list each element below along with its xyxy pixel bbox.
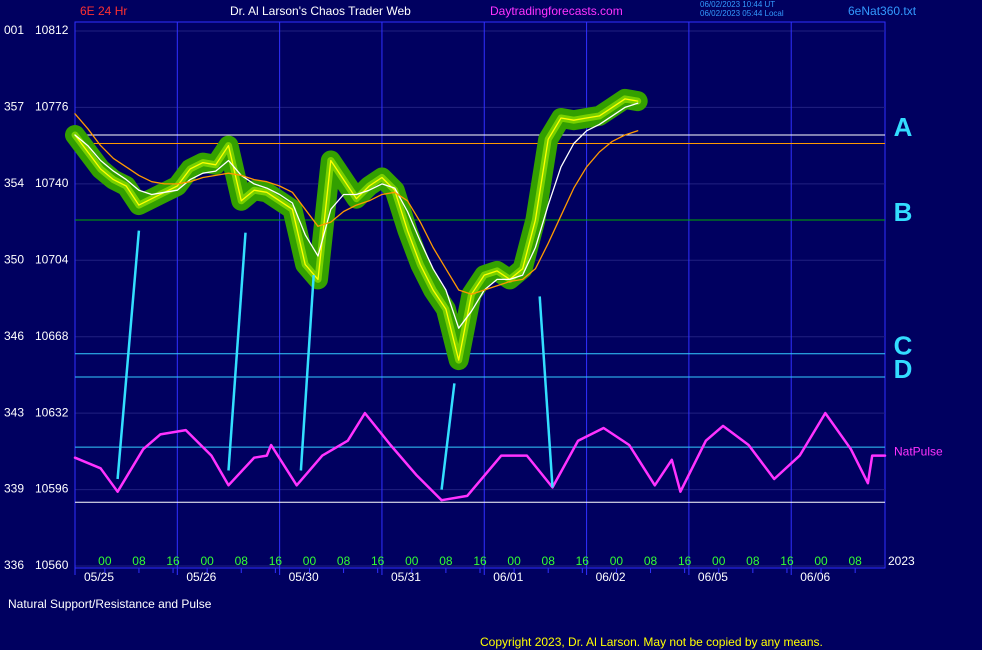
y-tick-label: 10632 — [35, 405, 69, 419]
degree-label: 354 — [4, 176, 24, 190]
x-tick-label: 06/06 — [800, 570, 830, 584]
hour-tick-label: 08 — [337, 554, 351, 568]
y-tick-label: 10812 — [35, 23, 69, 37]
hour-tick-label: 16 — [678, 554, 692, 568]
hour-tick-label: 16 — [269, 554, 283, 568]
hour-tick-label: 16 — [576, 554, 590, 568]
hour-tick-label: 08 — [132, 554, 146, 568]
hour-tick-label: 08 — [439, 554, 453, 568]
year-label: 2023 — [888, 554, 915, 568]
caption: Natural Support/Resistance and Pulse — [8, 597, 212, 611]
timestamp-local: 06/02/2023 05:44 Local — [700, 9, 784, 18]
degree-label: 336 — [4, 558, 24, 572]
connector — [116, 230, 141, 480]
timestamp-ut: 06/02/2023 10:44 UT — [700, 0, 775, 9]
x-tick-label: 06/02 — [596, 570, 626, 584]
y-tick-label: 10704 — [35, 252, 69, 266]
x-tick-label: 05/26 — [186, 570, 216, 584]
legend-label: NatPulse — [894, 444, 943, 458]
level-label: C — [894, 331, 913, 361]
x-tick-label: 06/05 — [698, 570, 728, 584]
degree-label: 357 — [4, 100, 24, 114]
hour-tick-label: 00 — [507, 554, 521, 568]
level-label: D — [894, 354, 913, 384]
hour-tick-label: 08 — [746, 554, 760, 568]
y-tick-label: 10560 — [35, 558, 69, 572]
degree-label: 350 — [4, 252, 24, 266]
connector — [440, 383, 456, 490]
hour-tick-label: 00 — [303, 554, 317, 568]
connector — [538, 296, 554, 488]
x-tick-label: 05/25 — [84, 570, 114, 584]
pulse-line — [73, 411, 887, 502]
level-label: A — [894, 112, 913, 142]
y-tick-label: 10740 — [35, 176, 69, 190]
x-tick-label: 05/31 — [391, 570, 421, 584]
copyright: Copyright 2023, Dr. Al Larson. May not b… — [480, 635, 823, 649]
y-tick-label: 10596 — [35, 482, 69, 496]
hour-tick-label: 16 — [780, 554, 794, 568]
hour-tick-label: 00 — [200, 554, 214, 568]
price-line — [74, 102, 639, 329]
symbol: 6E 24 Hr — [80, 4, 127, 18]
hour-tick-label: 16 — [166, 554, 180, 568]
file-name: 6eNat360.txt — [848, 4, 917, 18]
hour-tick-label: 08 — [644, 554, 658, 568]
x-tick-label: 06/01 — [493, 570, 523, 584]
hour-tick-label: 00 — [712, 554, 726, 568]
hour-tick-label: 16 — [371, 554, 385, 568]
website: Daytradingforecasts.com — [490, 4, 623, 18]
hour-tick-label: 08 — [235, 554, 249, 568]
hour-tick-label: 00 — [405, 554, 419, 568]
degree-label: 343 — [4, 405, 24, 419]
x-tick-label: 05/30 — [289, 570, 319, 584]
hour-tick-label: 08 — [542, 554, 556, 568]
hour-tick-label: 00 — [98, 554, 112, 568]
connector — [227, 232, 247, 471]
degree-label: 346 — [4, 329, 24, 343]
level-label: B — [894, 197, 913, 227]
degree-label: 339 — [4, 482, 24, 496]
connector — [299, 275, 315, 471]
degree-label: 001 — [4, 23, 24, 37]
site-title: Dr. Al Larson's Chaos Trader Web — [230, 4, 411, 18]
hour-tick-label: 00 — [814, 554, 828, 568]
hour-tick-label: 08 — [848, 554, 862, 568]
hour-tick-label: 00 — [610, 554, 624, 568]
y-tick-label: 10668 — [35, 329, 69, 343]
y-tick-label: 10776 — [35, 100, 69, 114]
price-line — [74, 98, 639, 361]
hour-tick-label: 16 — [473, 554, 487, 568]
price-line — [74, 113, 639, 295]
